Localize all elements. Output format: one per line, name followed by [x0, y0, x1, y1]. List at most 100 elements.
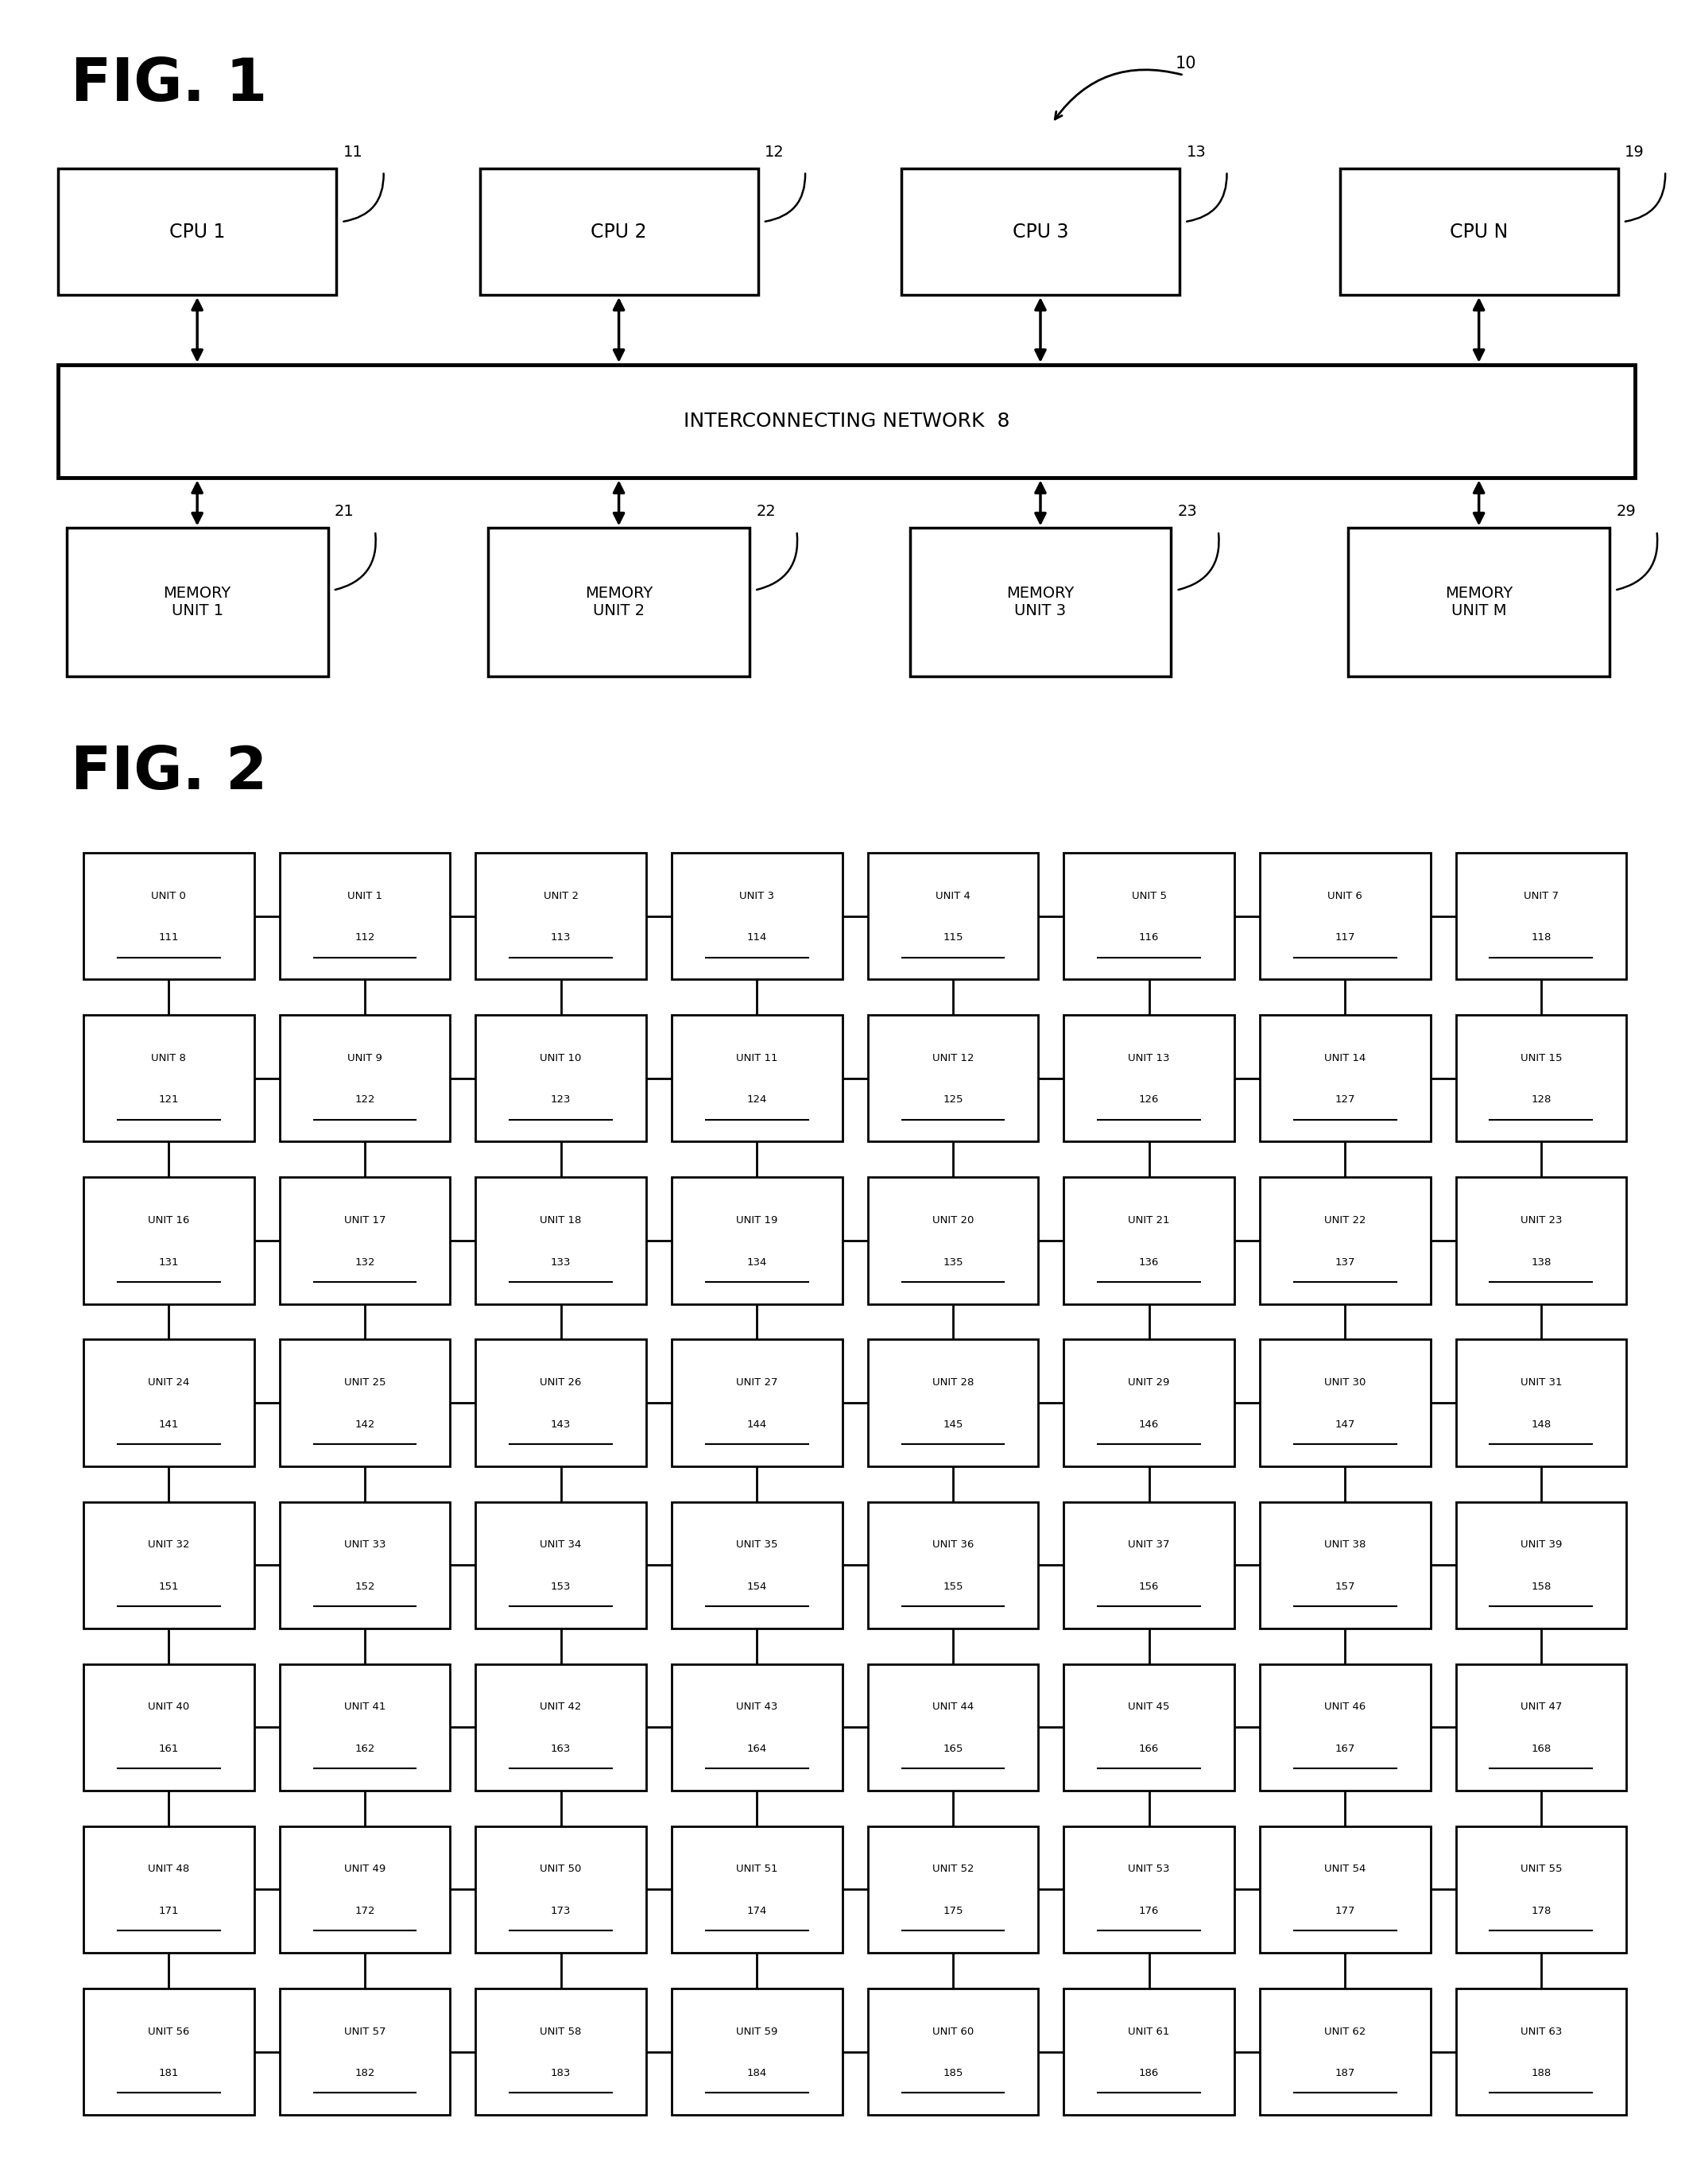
FancyBboxPatch shape	[1260, 1016, 1431, 1142]
FancyBboxPatch shape	[869, 1664, 1038, 1791]
Text: 184: 184	[747, 2068, 767, 2079]
FancyBboxPatch shape	[672, 854, 841, 978]
Text: 23: 23	[1178, 505, 1197, 520]
Text: UNIT 4: UNIT 4	[936, 891, 970, 902]
Text: 117: 117	[1334, 933, 1354, 943]
Text: 122: 122	[356, 1094, 374, 1105]
FancyBboxPatch shape	[279, 1016, 450, 1142]
Text: UNIT 9: UNIT 9	[347, 1053, 383, 1064]
FancyBboxPatch shape	[869, 854, 1038, 978]
Text: 176: 176	[1139, 1907, 1160, 1915]
Text: UNIT 17: UNIT 17	[344, 1214, 386, 1225]
FancyBboxPatch shape	[279, 1664, 450, 1791]
Text: 131: 131	[159, 1258, 179, 1267]
Text: 186: 186	[1139, 2068, 1160, 2079]
Text: UNIT 45: UNIT 45	[1128, 1701, 1170, 1712]
FancyBboxPatch shape	[1260, 1664, 1431, 1791]
Text: 153: 153	[550, 1581, 571, 1592]
Text: UNIT 20: UNIT 20	[933, 1214, 973, 1225]
Text: FIG. 2: FIG. 2	[71, 743, 267, 802]
FancyBboxPatch shape	[476, 1503, 647, 1629]
Text: 187: 187	[1336, 2068, 1354, 2079]
Text: UNIT 37: UNIT 37	[1128, 1540, 1170, 1551]
Text: 147: 147	[1336, 1420, 1354, 1431]
Text: UNIT 26: UNIT 26	[540, 1378, 582, 1387]
Text: UNIT 18: UNIT 18	[540, 1214, 582, 1225]
FancyBboxPatch shape	[66, 529, 328, 677]
Text: UNIT 47: UNIT 47	[1520, 1701, 1563, 1712]
FancyBboxPatch shape	[279, 854, 450, 978]
Text: 29: 29	[1617, 505, 1635, 520]
Text: UNIT 6: UNIT 6	[1327, 891, 1363, 902]
FancyBboxPatch shape	[58, 168, 337, 295]
Text: 162: 162	[356, 1743, 374, 1754]
Text: UNIT 42: UNIT 42	[540, 1701, 582, 1712]
FancyBboxPatch shape	[476, 1016, 647, 1142]
Text: 163: 163	[550, 1743, 571, 1754]
Text: 123: 123	[550, 1094, 571, 1105]
Text: UNIT 32: UNIT 32	[147, 1540, 190, 1551]
FancyBboxPatch shape	[869, 1016, 1038, 1142]
Text: UNIT 36: UNIT 36	[933, 1540, 973, 1551]
Text: 143: 143	[550, 1420, 571, 1431]
Text: 185: 185	[943, 2068, 963, 2079]
Text: MEMORY
UNIT 2: MEMORY UNIT 2	[586, 585, 653, 618]
FancyBboxPatch shape	[1260, 854, 1431, 978]
Text: UNIT 8: UNIT 8	[151, 1053, 186, 1064]
FancyBboxPatch shape	[476, 1339, 647, 1465]
Text: 12: 12	[765, 144, 784, 159]
FancyBboxPatch shape	[479, 168, 758, 295]
FancyBboxPatch shape	[83, 1826, 254, 1952]
Text: UNIT 53: UNIT 53	[1128, 1865, 1170, 1874]
FancyBboxPatch shape	[869, 1177, 1038, 1304]
Text: MEMORY
UNIT 3: MEMORY UNIT 3	[1007, 585, 1075, 618]
Text: 134: 134	[747, 1258, 767, 1267]
Text: UNIT 44: UNIT 44	[933, 1701, 973, 1712]
Text: 182: 182	[356, 2068, 374, 2079]
Text: 183: 183	[550, 2068, 571, 2079]
FancyBboxPatch shape	[672, 1177, 841, 1304]
Text: UNIT 33: UNIT 33	[344, 1540, 386, 1551]
Text: UNIT 25: UNIT 25	[344, 1378, 386, 1387]
FancyBboxPatch shape	[476, 854, 647, 978]
Text: UNIT 12: UNIT 12	[933, 1053, 973, 1064]
FancyBboxPatch shape	[672, 1826, 841, 1952]
FancyBboxPatch shape	[1063, 1826, 1234, 1952]
Text: 121: 121	[159, 1094, 179, 1105]
Text: UNIT 58: UNIT 58	[540, 2027, 582, 2038]
Text: UNIT 1: UNIT 1	[347, 891, 383, 902]
Text: 152: 152	[356, 1581, 374, 1592]
Text: UNIT 34: UNIT 34	[540, 1540, 582, 1551]
FancyBboxPatch shape	[1456, 1016, 1627, 1142]
FancyBboxPatch shape	[672, 1664, 841, 1791]
Text: 151: 151	[159, 1581, 179, 1592]
FancyBboxPatch shape	[1063, 1664, 1234, 1791]
Text: UNIT 51: UNIT 51	[736, 1865, 777, 1874]
Text: 21: 21	[335, 505, 354, 520]
FancyBboxPatch shape	[83, 1664, 254, 1791]
Text: UNIT 0: UNIT 0	[151, 891, 186, 902]
Text: 13: 13	[1187, 144, 1205, 159]
Text: UNIT 52: UNIT 52	[933, 1865, 973, 1874]
FancyBboxPatch shape	[476, 1664, 647, 1791]
Text: 154: 154	[747, 1581, 767, 1592]
Text: 146: 146	[1139, 1420, 1160, 1431]
FancyBboxPatch shape	[1063, 1503, 1234, 1629]
Text: 148: 148	[1530, 1420, 1551, 1431]
Text: UNIT 16: UNIT 16	[147, 1214, 190, 1225]
Text: UNIT 10: UNIT 10	[540, 1053, 582, 1064]
FancyBboxPatch shape	[1063, 1016, 1234, 1142]
Text: UNIT 5: UNIT 5	[1131, 891, 1166, 902]
Text: UNIT 11: UNIT 11	[736, 1053, 777, 1064]
Text: INTERCONNECTING NETWORK  8: INTERCONNECTING NETWORK 8	[684, 413, 1009, 430]
Text: 125: 125	[943, 1094, 963, 1105]
Text: 136: 136	[1139, 1258, 1160, 1267]
Text: UNIT 50: UNIT 50	[540, 1865, 582, 1874]
FancyBboxPatch shape	[83, 1339, 254, 1465]
FancyBboxPatch shape	[58, 365, 1635, 478]
FancyBboxPatch shape	[1348, 529, 1610, 677]
FancyBboxPatch shape	[672, 1016, 841, 1142]
Text: UNIT 60: UNIT 60	[933, 2027, 973, 2038]
Text: 177: 177	[1334, 1907, 1354, 1915]
FancyBboxPatch shape	[279, 1826, 450, 1952]
